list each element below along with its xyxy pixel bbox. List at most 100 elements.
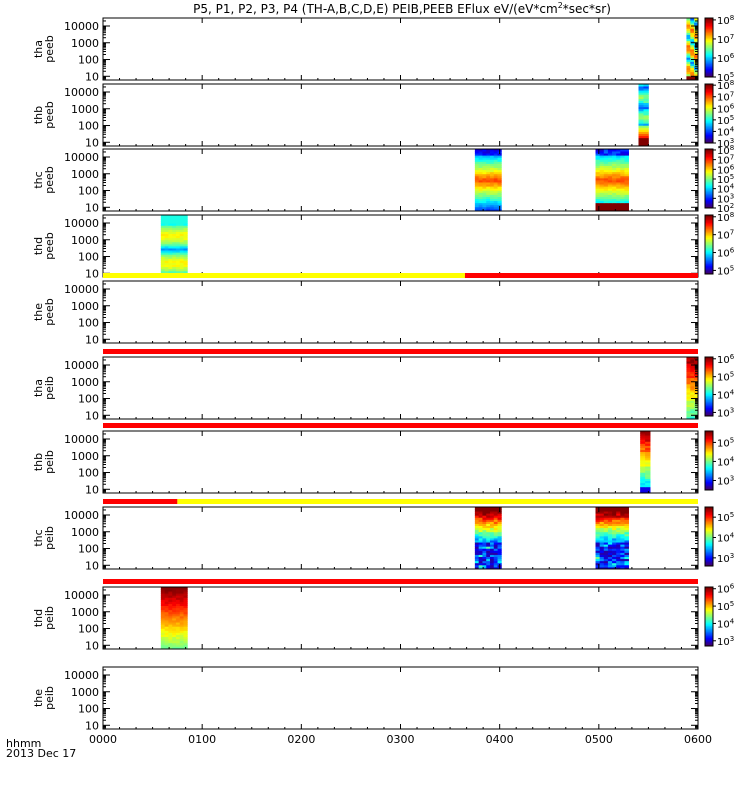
spectrogram-cell bbox=[482, 190, 487, 193]
spectrogram-cell bbox=[164, 243, 169, 247]
spectrogram-cell bbox=[493, 153, 498, 156]
spectrogram-cell bbox=[690, 416, 695, 420]
spectrogram-cell bbox=[175, 223, 181, 226]
spectrogram-cell bbox=[183, 593, 188, 596]
colorbar-cell bbox=[705, 373, 713, 376]
spectrogram-cell bbox=[497, 517, 502, 520]
y-tick-label: 1000 bbox=[71, 526, 99, 539]
spectrogram-cell bbox=[179, 636, 184, 640]
colorbar-cell bbox=[705, 120, 713, 123]
spectrogram-cell bbox=[603, 556, 609, 560]
spectrogram-cell bbox=[603, 153, 609, 156]
spectrogram-cell bbox=[620, 564, 625, 568]
spectrogram-cell bbox=[607, 562, 613, 566]
spectrogram-cell bbox=[489, 509, 495, 512]
spectrogram-cell bbox=[168, 246, 173, 249]
spectrogram-cell bbox=[478, 523, 483, 526]
spectrogram-cell bbox=[603, 535, 609, 539]
spectrogram-cell bbox=[624, 194, 629, 197]
spectrogram-cell bbox=[486, 538, 491, 541]
colorbar-cell bbox=[705, 268, 713, 271]
spectrogram-cell bbox=[686, 361, 691, 364]
spectrogram-cell bbox=[164, 593, 169, 596]
spectrogram-cell bbox=[620, 538, 625, 541]
spectrogram-cell bbox=[599, 538, 605, 541]
spectrogram-cell bbox=[640, 462, 646, 465]
spectrogram-cell bbox=[478, 208, 483, 212]
spectrogram-cell bbox=[624, 507, 629, 510]
spectrogram-cell bbox=[179, 622, 184, 625]
spectrogram-cell bbox=[175, 246, 181, 249]
spectrogram-cell bbox=[624, 523, 629, 526]
spectrogram-cell bbox=[183, 630, 188, 633]
colorbar-cell bbox=[705, 203, 713, 206]
spectrogram-cell bbox=[179, 593, 184, 596]
spectrogram-cell bbox=[638, 125, 644, 128]
spectrogram-cell bbox=[686, 57, 691, 60]
spectrogram-cell bbox=[686, 55, 691, 58]
colorbar-cell bbox=[705, 552, 713, 555]
spectrogram-cell bbox=[616, 564, 621, 568]
spectrogram-cell bbox=[686, 357, 691, 360]
spectrogram-cell bbox=[497, 163, 502, 166]
colorbar-cell bbox=[705, 243, 713, 246]
colorbar-label: 105 bbox=[717, 371, 734, 384]
spectrogram-cell bbox=[486, 184, 491, 187]
spectrogram-cell bbox=[694, 71, 699, 75]
spectrogram-cell bbox=[690, 357, 695, 360]
colorbar-cell bbox=[705, 53, 713, 56]
spectrogram-cell bbox=[599, 554, 605, 557]
spectrogram-cell bbox=[179, 620, 184, 623]
x-tick-label: 0400 bbox=[486, 733, 514, 746]
spectrogram-cell bbox=[645, 457, 651, 461]
colorbar-cell bbox=[705, 632, 713, 635]
spectrogram-cell bbox=[160, 622, 166, 625]
spectrogram-cell bbox=[489, 208, 495, 212]
spectrogram-cell bbox=[694, 51, 699, 54]
colorbar-cell bbox=[705, 113, 713, 116]
spectrogram-cell bbox=[616, 192, 621, 195]
y-tick-label: 1000 bbox=[71, 300, 99, 313]
spectrogram-cell bbox=[607, 517, 613, 520]
spectrogram-cell bbox=[175, 237, 181, 241]
colorbar-cell bbox=[705, 405, 713, 408]
spectrogram-cell bbox=[478, 151, 483, 154]
spectrogram-cell bbox=[172, 241, 177, 245]
spectrogram-cell bbox=[474, 202, 480, 206]
spectrogram-cell bbox=[489, 535, 495, 539]
spectrogram-cell bbox=[694, 73, 699, 77]
colorbar-label: 105 bbox=[717, 114, 734, 127]
colorbar-cell bbox=[705, 542, 713, 545]
colorbar-cell bbox=[705, 177, 713, 180]
spectrogram-cell bbox=[486, 149, 491, 152]
colorbar-cell bbox=[705, 38, 713, 41]
spectrogram-cell bbox=[160, 223, 166, 226]
colorbar-cell bbox=[705, 396, 713, 399]
spectrogram-cell bbox=[599, 175, 605, 179]
spectrogram-cell bbox=[179, 246, 184, 249]
spectrogram-cell bbox=[624, 151, 629, 154]
spectrogram-cell bbox=[616, 523, 621, 526]
spectrogram-cell bbox=[686, 408, 691, 412]
spectrogram-cell bbox=[474, 542, 480, 545]
colorbar-cell bbox=[705, 476, 713, 479]
spectrogram-cell bbox=[478, 169, 483, 173]
colorbar-cell bbox=[705, 527, 713, 530]
spectrogram-cell bbox=[168, 239, 173, 243]
colorbar-label: 105 bbox=[717, 173, 734, 186]
colorbar-cell bbox=[705, 367, 713, 370]
spectrogram-cell bbox=[694, 65, 699, 68]
spectrogram-cell bbox=[603, 548, 609, 551]
spectrogram-cell bbox=[603, 206, 609, 210]
spectrogram-cell bbox=[493, 513, 498, 516]
y-tick-label: 1000 bbox=[71, 103, 99, 116]
y-tick-label: 100 bbox=[78, 120, 99, 133]
spectrogram-cell bbox=[616, 161, 621, 164]
spectrogram-cell bbox=[599, 535, 605, 539]
y-tick-label: 1000 bbox=[71, 686, 99, 699]
spectrogram-cell bbox=[624, 167, 629, 171]
spectrogram-cell bbox=[612, 188, 617, 191]
spectrogram-cell bbox=[616, 175, 621, 179]
spectrogram-cell bbox=[160, 270, 166, 274]
y-tick-label: 10 bbox=[85, 333, 99, 346]
